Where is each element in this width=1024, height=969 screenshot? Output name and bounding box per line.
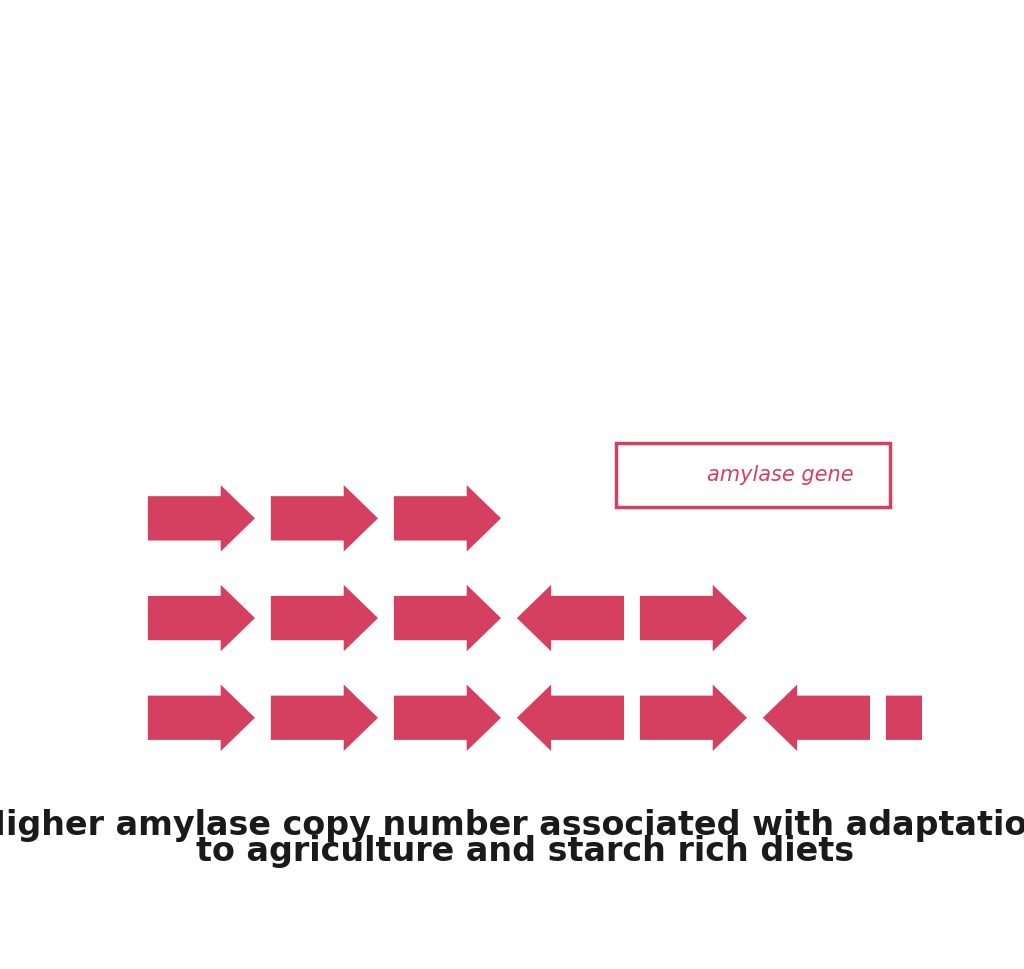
Text: Higher amylase copy number associated with adaptations: Higher amylase copy number associated wi… xyxy=(0,808,1024,842)
FancyBboxPatch shape xyxy=(616,443,890,507)
Polygon shape xyxy=(394,485,501,551)
Polygon shape xyxy=(394,684,501,751)
Text: amylase gene: amylase gene xyxy=(707,465,854,484)
Polygon shape xyxy=(147,485,255,551)
Polygon shape xyxy=(270,485,378,551)
Polygon shape xyxy=(640,449,712,502)
Polygon shape xyxy=(517,585,624,651)
Polygon shape xyxy=(147,684,255,751)
Text: to agriculture and starch rich diets: to agriculture and starch rich diets xyxy=(196,834,854,867)
Polygon shape xyxy=(270,585,378,651)
Polygon shape xyxy=(517,684,624,751)
Polygon shape xyxy=(640,684,748,751)
Polygon shape xyxy=(270,684,378,751)
Polygon shape xyxy=(763,684,870,751)
Polygon shape xyxy=(394,585,501,651)
Polygon shape xyxy=(640,585,748,651)
Polygon shape xyxy=(147,585,255,651)
Polygon shape xyxy=(886,684,993,751)
